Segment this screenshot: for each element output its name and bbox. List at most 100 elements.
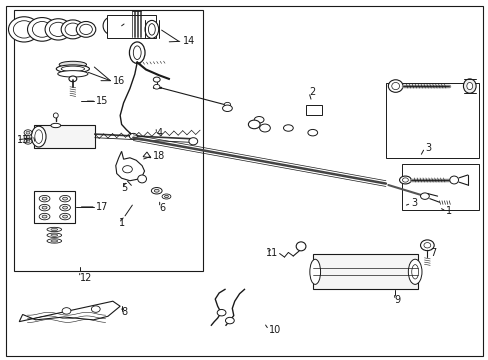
Circle shape [26,135,30,138]
Ellipse shape [60,213,70,220]
Ellipse shape [59,61,86,68]
Ellipse shape [423,243,430,248]
Ellipse shape [225,318,234,324]
Ellipse shape [224,102,230,107]
Ellipse shape [39,204,50,211]
Text: 3: 3 [410,198,417,208]
Ellipse shape [58,71,88,77]
Text: 16: 16 [113,76,125,86]
Ellipse shape [60,204,70,211]
Ellipse shape [51,240,58,242]
Ellipse shape [39,195,50,202]
Ellipse shape [153,85,160,89]
Ellipse shape [449,176,458,184]
Ellipse shape [56,65,89,73]
Ellipse shape [76,22,96,37]
Text: 1: 1 [119,218,124,228]
Ellipse shape [65,23,81,36]
Ellipse shape [162,194,170,199]
Text: 15: 15 [96,96,108,106]
Ellipse shape [47,239,61,243]
Text: 9: 9 [394,295,400,305]
Circle shape [26,131,30,134]
Ellipse shape [407,259,421,284]
Ellipse shape [42,206,47,209]
Text: 14: 14 [182,36,194,46]
Ellipse shape [411,265,418,279]
Ellipse shape [153,77,160,82]
Ellipse shape [47,227,61,231]
Ellipse shape [62,197,67,200]
Ellipse shape [27,18,57,41]
Ellipse shape [151,188,162,194]
Ellipse shape [8,17,40,42]
Ellipse shape [222,105,232,112]
Ellipse shape [69,76,77,82]
Text: 10: 10 [268,325,281,335]
Text: 6: 6 [159,203,165,213]
Ellipse shape [51,234,58,236]
Ellipse shape [42,197,47,200]
Ellipse shape [61,66,84,72]
Circle shape [26,140,30,143]
Text: 2: 2 [308,87,314,97]
Text: 12: 12 [80,273,92,283]
Ellipse shape [154,189,159,192]
Ellipse shape [32,22,52,37]
Ellipse shape [62,215,67,218]
Ellipse shape [402,178,407,182]
Ellipse shape [49,22,67,36]
Ellipse shape [307,130,317,136]
Ellipse shape [133,46,141,59]
Circle shape [62,308,71,314]
Text: 5: 5 [122,183,127,193]
Ellipse shape [53,113,58,118]
Ellipse shape [217,310,225,316]
Text: 18: 18 [153,150,165,161]
Bar [34,126,95,148]
Ellipse shape [148,24,155,35]
Text: 13: 13 [17,135,29,145]
Text: 3: 3 [424,143,430,153]
Ellipse shape [254,117,264,123]
Ellipse shape [51,123,61,128]
Ellipse shape [296,242,305,251]
Text: 11: 11 [266,248,278,258]
Circle shape [122,166,132,173]
Ellipse shape [62,206,67,209]
Polygon shape [19,301,120,321]
Ellipse shape [31,126,46,147]
Ellipse shape [399,176,410,184]
Ellipse shape [420,193,428,199]
Bar [34,191,75,223]
Ellipse shape [283,125,293,131]
Text: 4: 4 [157,129,163,138]
Text: 1: 1 [446,206,451,216]
Ellipse shape [39,213,50,220]
Ellipse shape [47,233,61,237]
Ellipse shape [309,259,320,284]
Text: 17: 17 [96,202,108,212]
Bar [385,83,478,158]
Ellipse shape [35,130,42,143]
Bar [14,10,203,271]
Ellipse shape [13,21,35,38]
Ellipse shape [420,240,433,251]
Ellipse shape [45,19,71,40]
Ellipse shape [61,20,84,39]
Circle shape [24,138,32,144]
Bar [312,254,417,289]
Bar [401,164,478,211]
Ellipse shape [466,82,472,90]
Circle shape [24,130,32,135]
Ellipse shape [129,134,137,139]
Polygon shape [116,151,144,181]
Ellipse shape [188,138,197,145]
Circle shape [91,306,100,312]
Ellipse shape [42,215,47,218]
Ellipse shape [129,42,145,63]
Polygon shape [143,152,151,158]
Ellipse shape [80,24,92,35]
Ellipse shape [463,79,475,93]
Ellipse shape [259,124,270,132]
